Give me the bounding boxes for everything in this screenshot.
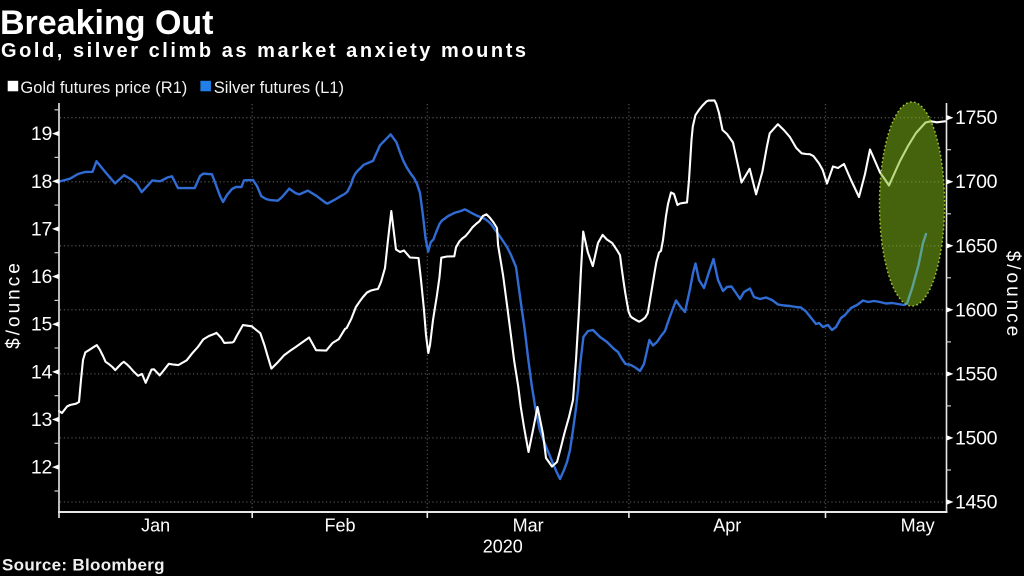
svg-text:$/ounce: $/ounce	[4, 260, 25, 349]
svg-text:19: 19	[31, 123, 52, 145]
svg-text:1450: 1450	[955, 492, 998, 514]
svg-text:1700: 1700	[955, 171, 998, 193]
svg-text:Source: Bloomberg: Source: Bloomberg	[2, 556, 165, 575]
svg-text:Apr: Apr	[713, 516, 741, 536]
svg-text:Feb: Feb	[324, 516, 355, 536]
svg-text:$/ounce: $/ounce	[1002, 251, 1023, 340]
svg-text:Gold futures price (R1): Gold futures price (R1)	[20, 79, 187, 97]
svg-text:1500: 1500	[955, 427, 998, 449]
svg-text:12: 12	[31, 457, 52, 479]
svg-text:Breaking Out: Breaking Out	[0, 4, 213, 42]
svg-text:Gold, silver climb as market a: Gold, silver climb as market anxiety mou…	[1, 40, 529, 62]
svg-text:18: 18	[31, 171, 52, 193]
svg-text:2020: 2020	[483, 537, 523, 557]
svg-text:Jan: Jan	[141, 516, 170, 536]
svg-text:1550: 1550	[955, 363, 998, 385]
svg-text:May: May	[901, 516, 935, 536]
svg-text:13: 13	[31, 409, 52, 431]
svg-text:1750: 1750	[955, 107, 998, 129]
svg-text:16: 16	[31, 266, 52, 288]
svg-text:1650: 1650	[955, 235, 998, 257]
svg-text:17: 17	[31, 218, 52, 240]
svg-text:15: 15	[31, 314, 53, 336]
svg-text:14: 14	[31, 361, 53, 383]
svg-text:Silver futures (L1): Silver futures (L1)	[214, 79, 344, 97]
svg-text:1600: 1600	[955, 299, 998, 321]
svg-text:Mar: Mar	[513, 516, 544, 536]
